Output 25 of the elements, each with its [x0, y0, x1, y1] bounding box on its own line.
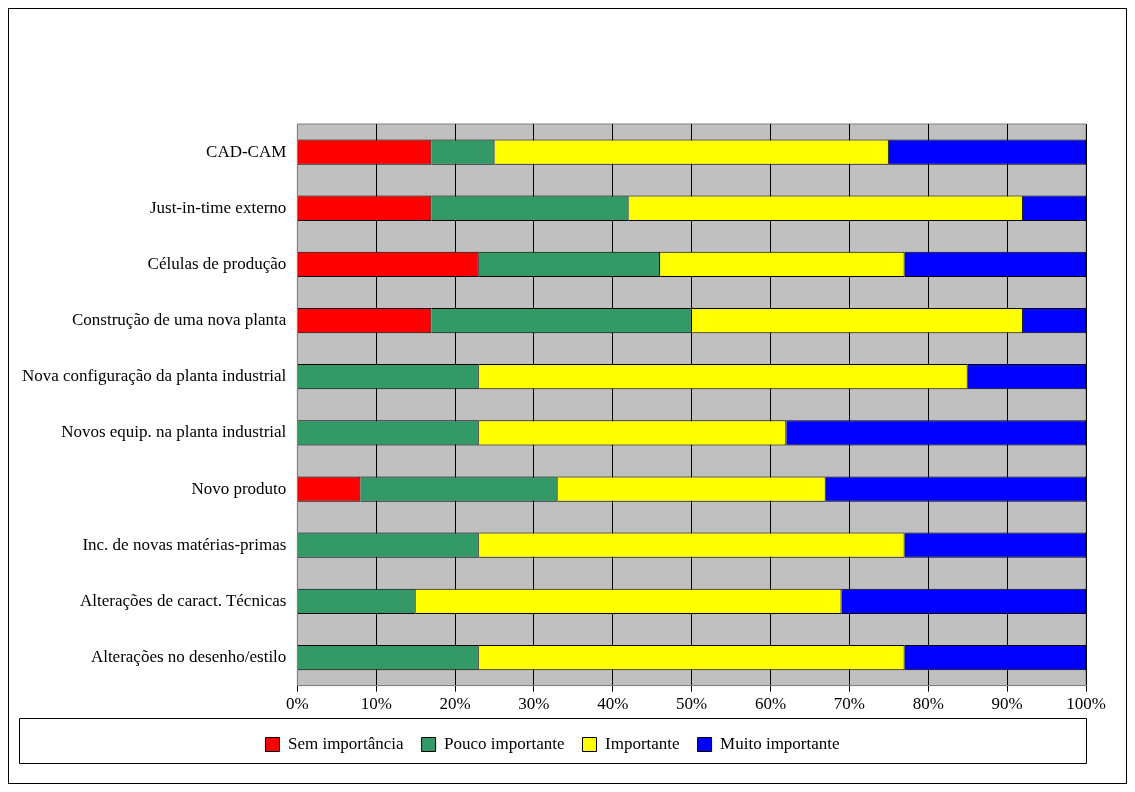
x-tick-label: 20% [439, 694, 471, 714]
y-tick-label: Células de produção [147, 253, 287, 273]
y-tick-label: CAD-CAM [206, 141, 287, 161]
y-tick-label: Inc. de novas matérias-primas [82, 534, 287, 554]
x-tick-label: 0% [286, 694, 309, 714]
x-tick-label: 70% [833, 694, 865, 714]
x-tick-label: 100% [1066, 694, 1106, 714]
x-tick-label: 90% [991, 694, 1023, 714]
legend-label: Sem importância [287, 733, 405, 753]
y-tick-label: Alterações de caract. Técnicas [79, 590, 287, 610]
x-tick-label: 80% [912, 694, 944, 714]
y-tick-label: Novos equip. na planta industrial [61, 422, 287, 442]
legend-label: Muito importante [720, 733, 840, 753]
y-tick-label: Novo produto [191, 478, 287, 498]
x-tick-label: 10% [360, 694, 392, 714]
y-tick-label: Just-in-time externo [149, 197, 287, 217]
x-tick-label: 40% [597, 694, 629, 714]
y-tick-label: Alterações no desenho/estilo [90, 646, 287, 666]
legend-label: Pouco importante [444, 733, 565, 753]
x-tick-label: 60% [754, 694, 787, 714]
legend-label: Importante [605, 733, 680, 753]
y-tick-label: Nova configuração da planta industrial [21, 366, 287, 386]
y-tick-label: Construção de uma nova planta [72, 310, 287, 330]
x-tick-label: 30% [518, 694, 550, 714]
x-tick-label: 50% [676, 694, 708, 714]
